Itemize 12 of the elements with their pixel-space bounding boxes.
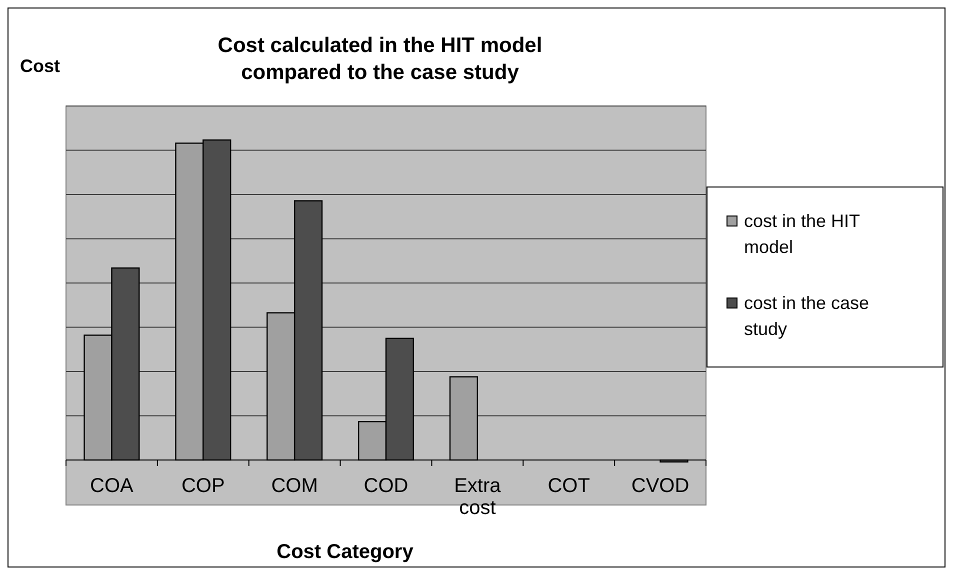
x-tick-label: COT	[548, 475, 590, 497]
x-tick-label: CVOD	[631, 475, 690, 497]
chart-title: Cost calculated in the HIT model compared to the case study	[218, 34, 542, 84]
y-axis-title: Cost	[20, 56, 60, 76]
x-tick-label: COD	[364, 475, 408, 497]
x-tick-label: COM	[271, 475, 318, 497]
legend-label: cost in the HIT model	[744, 211, 860, 257]
x-tick-label: COA	[90, 475, 134, 497]
x-axis-title: Cost Category	[276, 541, 414, 563]
x-tick-label: Extra cost	[454, 475, 502, 519]
legend-label: cost in the case study	[744, 293, 870, 339]
x-tick-label: COP	[181, 475, 225, 497]
